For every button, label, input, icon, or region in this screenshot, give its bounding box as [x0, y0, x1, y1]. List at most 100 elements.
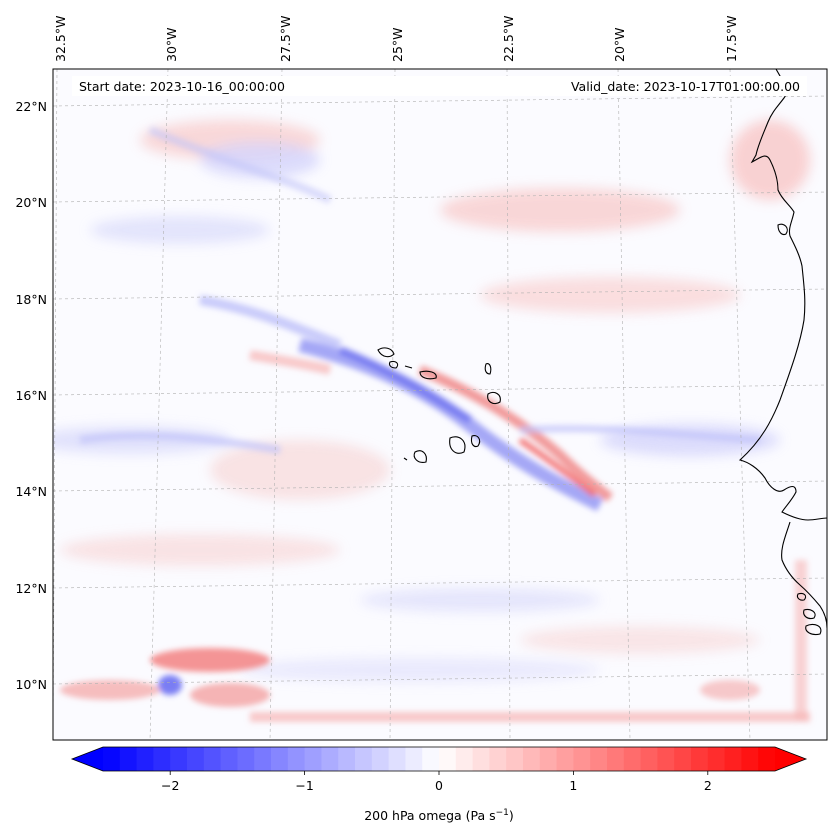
gridline-lon — [389, 68, 396, 741]
colorbar-segment — [741, 747, 759, 771]
colorbar-segment — [455, 747, 473, 771]
colorbar-segment — [119, 747, 137, 771]
omega-field-patch — [90, 216, 270, 244]
start-date-label: Start date: 2023-10-16_00:00:00 — [79, 79, 285, 94]
omega-field-patch — [440, 188, 680, 232]
coastal-island — [805, 623, 822, 636]
gridline-lon — [506, 68, 511, 741]
omega-field-patch — [150, 648, 270, 672]
colorbar-segment — [355, 747, 373, 771]
colorbar-outline — [70, 746, 808, 772]
colorbar-segment — [758, 747, 776, 771]
longitude-label: 32.5°W — [53, 16, 68, 62]
cape-verde-island — [404, 365, 413, 369]
cape-verde-island — [377, 347, 395, 358]
colorbar-segments — [103, 747, 776, 771]
colorbar-tick-label: −2 — [161, 778, 179, 793]
omega-field-patch — [60, 680, 160, 700]
omega-red-band — [518, 437, 597, 498]
colorbar-segment — [640, 747, 658, 771]
omega-field-patch — [795, 560, 807, 720]
coastal-island — [803, 608, 816, 620]
colorbar-min-extension — [72, 747, 103, 771]
latitude-label: 16°N — [15, 388, 47, 403]
omega-field-patch — [53, 426, 230, 454]
latitude-label: 12°N — [15, 581, 47, 596]
coastal-island — [777, 223, 788, 236]
omega-blue-band — [519, 425, 761, 444]
colorbar-segment — [489, 747, 507, 771]
omega-field-patch — [210, 440, 390, 500]
colorbar-segment — [203, 747, 221, 771]
longitude-label: 17.5°W — [724, 16, 739, 62]
colorbar-segment — [422, 747, 440, 771]
colorbar-segment — [271, 747, 289, 771]
colorbar-segment — [523, 747, 541, 771]
gridline-lon — [52, 68, 58, 741]
colorbar-segment — [539, 747, 557, 771]
longitude-label: 27.5°W — [278, 16, 293, 62]
latitude-label: 18°N — [15, 292, 47, 307]
omega-blue-band — [298, 338, 604, 512]
longitude-label: 30°W — [164, 27, 179, 62]
colorbar-segment — [691, 747, 709, 771]
gridline-lon — [149, 68, 169, 741]
omega-blue-band — [199, 295, 342, 350]
colorbar-segment — [623, 747, 641, 771]
colorbar-segment — [187, 747, 205, 771]
map-panel: Start date: 2023-10-16_00:00:00 Valid_da… — [52, 68, 828, 741]
colorbar-segment — [674, 747, 692, 771]
colorbar-segment — [388, 747, 406, 771]
colorbar-label-exponent: −1 — [496, 808, 509, 818]
colorbar-segment — [724, 747, 742, 771]
map-frame — [52, 68, 828, 741]
coastline — [377, 69, 827, 636]
cape-verde-island — [419, 370, 437, 380]
colorbar-tick-label: 0 — [435, 778, 443, 793]
latitude-label: 14°N — [15, 484, 47, 499]
omega-field-patch — [360, 588, 600, 612]
colorbar-segment — [590, 747, 608, 771]
african-coastline — [738, 69, 827, 521]
omega-field-patch — [158, 675, 182, 695]
latitude-label: 22°N — [15, 99, 47, 114]
cape-verde-island — [449, 436, 466, 454]
omega-blue-band — [148, 126, 332, 204]
colorbar-segment — [254, 747, 272, 771]
colorbar-segment — [338, 747, 356, 771]
omega-blue-band — [79, 431, 281, 454]
gridline-lon — [729, 68, 751, 741]
map-gridlines — [52, 68, 828, 741]
header-band — [72, 76, 807, 96]
colorbar-segment — [136, 747, 154, 771]
colorbar-segment — [371, 747, 389, 771]
colorbar-segment — [556, 747, 574, 771]
colorbar-segment — [607, 747, 625, 771]
colorbar-segment — [170, 747, 188, 771]
latitude-label: 10°N — [15, 677, 47, 692]
omega-field-patch — [520, 626, 760, 654]
colorbar-segment — [321, 747, 339, 771]
omega-field-patch — [240, 658, 600, 682]
african-coastline — [781, 521, 827, 629]
omega-field-patch — [480, 277, 740, 313]
colorbar-segment — [472, 747, 490, 771]
colorbar-label: 200 hPa omega (Pa s−1) — [364, 808, 514, 823]
gridline-lon — [269, 68, 283, 741]
colorbar-segment — [657, 747, 675, 771]
colorbar-segment — [405, 747, 423, 771]
longitude-label: 25°W — [390, 27, 405, 62]
gridline-lon — [617, 68, 631, 741]
cape-verde-island — [403, 457, 408, 461]
cape-verde-island — [487, 391, 501, 405]
cape-verde-island — [413, 450, 427, 463]
colorbar-segment — [707, 747, 725, 771]
colorbar-max-extension — [775, 747, 806, 771]
colorbar-segment — [237, 747, 255, 771]
latitude-label: 20°N — [15, 195, 47, 210]
colorbar-segment — [153, 747, 171, 771]
longitude-labels: 32.5°W 30°W 27.5°W 25°W 22.5°W 20°W 17.5… — [53, 16, 739, 62]
omega-field-patch — [250, 712, 810, 722]
coastal-island — [796, 592, 807, 601]
